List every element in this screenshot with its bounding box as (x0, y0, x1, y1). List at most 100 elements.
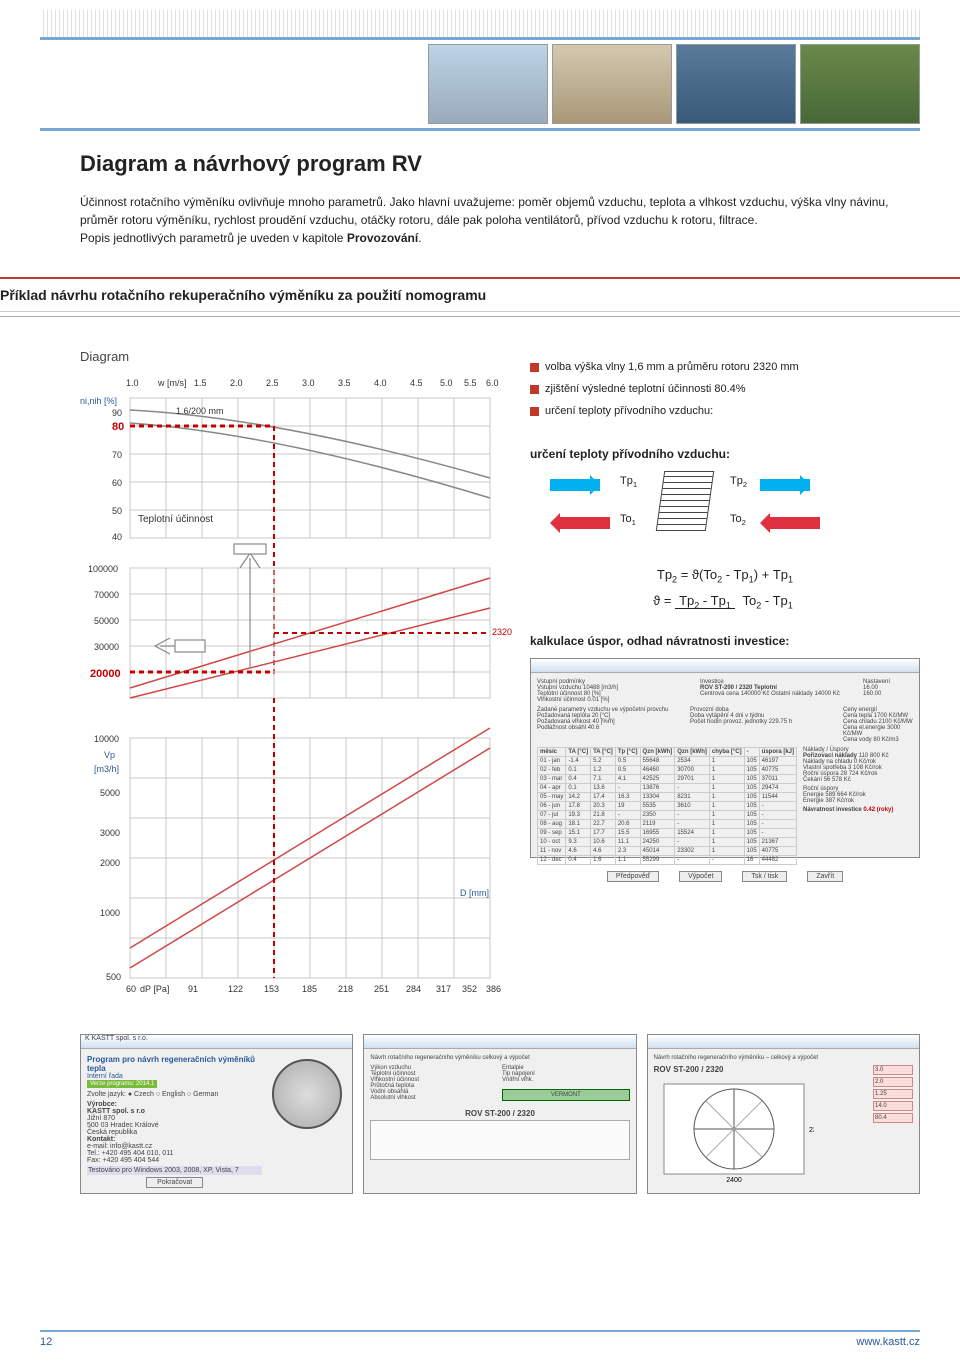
bullet-3: určení teploty přívodního vzduchu: (530, 405, 920, 417)
section-title: Příklad návrhu rotačního rekuperačního v… (0, 287, 486, 303)
t0: 1.0 (126, 378, 139, 388)
program-screenshot: K KASTT spol. s r.o. Program pro návrh r… (80, 1034, 353, 1194)
f-cv: 80 Kč/m3 (873, 737, 898, 743)
calc-heading: kalkulace úspor, odhad návratnosti inves… (530, 634, 920, 648)
intro-bold: Provozování (347, 231, 418, 245)
calc-screenshot: Vstupní podmínky Vstupní vzduchu 10488 [… (530, 658, 920, 858)
b9: 352 (462, 984, 477, 994)
flow-diagram: Tp1 Tp2 To1 To2 (530, 471, 920, 551)
t8: 5.0 (440, 378, 453, 388)
formula-2: ϑ = Tp2 - Tp1 To2 - Tp1 (530, 593, 920, 611)
t7: 4.5 (410, 378, 423, 388)
svg-text:2320: 2320 (809, 1127, 814, 1134)
heat-exchanger-icon (656, 471, 714, 531)
f-nb: 160.00 (863, 691, 913, 697)
l2: 3000 (100, 828, 120, 838)
mid-label: Teplotní účinnost (138, 514, 213, 525)
formula-1: Tp2 = ϑ(To2 - Tp1) + Tp1 (530, 567, 920, 585)
svg-text:2400: 2400 (726, 1177, 742, 1184)
footer-url: www.kastt.cz (856, 1336, 920, 1348)
s-cek: 56 578 Kč (824, 777, 851, 783)
vp-label: Vp (104, 750, 115, 760)
flow-heading: určení teploty přívodního vzduchu: (530, 447, 920, 461)
u0: 90 (112, 408, 122, 418)
l5: 500 (106, 972, 121, 982)
btn-pokracovat[interactable]: Pokračovat (146, 1177, 203, 1188)
testline: Testováno pro Windows 2003, 2008, XP, Vi… (87, 1166, 262, 1175)
f-vu: 0.01 [%] (587, 697, 609, 703)
b6: 251 (374, 984, 389, 994)
contact-label: Kontakt: (87, 1136, 115, 1143)
lang-en[interactable]: English (162, 1091, 185, 1098)
btn-tisk[interactable]: Tsk / tisk (742, 871, 787, 882)
u5: 40 (112, 532, 122, 542)
u4: 50 (112, 506, 122, 516)
ni-label: ni,nih [%] (80, 396, 117, 406)
t6: 4.0 (374, 378, 387, 388)
detail-title: Návrh rotačního regeneračního výměníku c… (370, 1055, 629, 1061)
photo-1 (428, 44, 548, 124)
f-pod: 40.6 (588, 725, 600, 731)
t4: 3.0 (302, 378, 315, 388)
photo-4 (800, 44, 920, 124)
l4: 1000 (100, 908, 120, 918)
btn-predpoved[interactable]: Předpověď (607, 871, 659, 882)
bullet-1: volba výška vlny 1,6 mm a průměru rotoru… (530, 361, 920, 373)
btn-zavrit[interactable]: Zavřít (807, 871, 843, 882)
vp-unit: [m3/h] (94, 764, 119, 774)
m2: 50000 (94, 616, 119, 626)
page-footer: 12 www.kastt.cz (40, 1330, 920, 1348)
u2: 70 (112, 450, 122, 460)
s-en: 387 Kč/rok (825, 798, 854, 804)
vendor-label: Výrobce: (87, 1101, 117, 1108)
l3: 2000 (100, 858, 120, 868)
t2: 2.0 (230, 378, 243, 388)
bullet-icon (530, 407, 539, 416)
intro-line-2: Popis jednotlivých parametrů je uveden v… (80, 231, 347, 245)
b3: 153 (264, 984, 279, 994)
t9: 5.5 (464, 378, 477, 388)
prog-sub: Interní řada (87, 1073, 262, 1080)
to2-label: To2 (730, 513, 746, 527)
bullet-2-text: zjištění výsledné teplotní účinnosti 80.… (545, 383, 746, 395)
vendor-email: e-mail: info@kastt.cz (87, 1143, 262, 1150)
to1-label: To1 (620, 513, 636, 527)
arrow-tp1 (550, 479, 600, 491)
right-d: 2320 (492, 627, 512, 637)
df8: Vnitřní vlhk. (502, 1077, 630, 1083)
nomogram: w [m/s] 1.0 1.5 2.0 2.5 3.0 3.5 4.0 4.5 … (80, 368, 510, 1008)
prog-title: K KASTT spol. s r.o. (81, 1035, 148, 1042)
detail-device: ROV ST-200 / 2320 (370, 1109, 629, 1118)
f-ph: 229.75 h (769, 719, 792, 725)
intro-text: Účinnost rotačního výměníku ovlivňuje mn… (80, 193, 920, 247)
lang-label: Zvolte jazyk: (87, 1091, 126, 1098)
t10: 6.0 (486, 378, 499, 388)
detail-screenshot: Návrh rotačního regeneračního výměníku c… (363, 1034, 636, 1194)
vendor-fax: Fax: +420 495 404 544 (87, 1157, 262, 1164)
intro-line-1: Účinnost rotačního výměníku ovlivňuje mn… (80, 195, 888, 227)
top-axis-label: w [m/s] (158, 378, 187, 388)
section-header-line (0, 316, 960, 317)
rotor-icon (272, 1059, 342, 1129)
vendor-name: KASTT spol. s r.o (87, 1108, 145, 1115)
prog-heading: Program pro návrh regeneračních výměníků… (87, 1055, 262, 1073)
arrow-tp2 (760, 479, 810, 491)
header-photos (40, 40, 920, 131)
lang-cz[interactable]: Czech (134, 1091, 154, 1098)
dp-label: dP [Pa] (140, 984, 169, 994)
vendor-tel: Tel.: +420 495 404 010, 011 (87, 1150, 262, 1157)
b8: 317 (436, 984, 451, 994)
bullet-icon (530, 363, 539, 372)
t5: 3.5 (338, 378, 351, 388)
l1: 5000 (100, 788, 120, 798)
sv4: 80.4 (873, 1113, 913, 1123)
sv2: 1.25 (873, 1089, 913, 1099)
f-cc: 140000 Kč (741, 691, 770, 697)
lang-de[interactable]: German (193, 1091, 218, 1098)
graph-device: ROV ST-200 / 2320 (654, 1065, 867, 1074)
btn-vypocet[interactable]: Výpočet (679, 871, 722, 882)
graph-title: Návrh rotačního regeneračního výměníku –… (654, 1055, 913, 1061)
d-label: D [mm] (460, 888, 489, 898)
sv1: 2.0 (873, 1077, 913, 1087)
u3: 60 (112, 478, 122, 488)
